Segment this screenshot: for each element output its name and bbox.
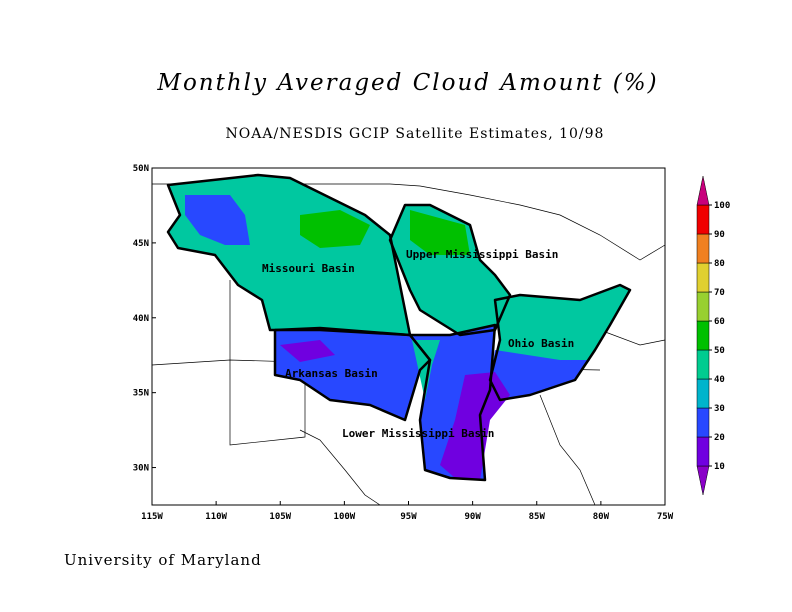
x-tick-label: 95W	[400, 512, 417, 522]
axis-ticks: 115W 110W 105W 100W 95W 90W 85W 80W 75W 30N 35N 40N…	[133, 164, 674, 522]
border-line	[229, 280, 306, 446]
colorbar-label: 80	[714, 259, 725, 269]
basin-label: Upper Mississippi Basin	[406, 248, 558, 261]
colorbar-segment	[696, 349, 710, 380]
y-tick-label: 45N	[133, 239, 149, 249]
colorbar-label: 40	[714, 375, 725, 385]
basin-outline	[408, 323, 497, 482]
subtitle: NOAA/NESDIS GCIP Satellite Estimates, 10…	[226, 126, 605, 142]
colorbar-segment	[696, 233, 710, 264]
x-tick-label: 75W	[657, 512, 674, 522]
basin-field	[280, 340, 335, 362]
colorbar-segment	[696, 436, 710, 467]
basin-outline	[273, 326, 432, 422]
basin-field	[185, 195, 250, 245]
y-tick-label: 30N	[133, 464, 149, 474]
colorbar-segment	[696, 291, 710, 322]
x-tick-label: 110W	[205, 512, 227, 522]
basin-outline	[166, 173, 412, 337]
basin-label: Lower Mississippi Basin	[342, 427, 494, 440]
x-tick-label: 105W	[269, 512, 291, 522]
basin-field	[440, 372, 510, 480]
title: Monthly Averaged Cloud Amount (%)	[156, 70, 658, 96]
basin-field	[490, 350, 590, 400]
basin-field	[300, 210, 370, 248]
border-line	[419, 185, 666, 261]
colorbar-label: 70	[714, 288, 725, 298]
map: Missouri Basin Upper Mississippi Basin O…	[151, 167, 666, 506]
y-tick-label: 35N	[133, 389, 149, 399]
colorbar-label: 20	[714, 433, 725, 443]
basin-label: Missouri Basin	[262, 262, 355, 275]
footer: University of Maryland	[64, 551, 262, 569]
x-tick-label: 100W	[334, 512, 356, 522]
basin-field	[410, 210, 470, 255]
y-tick-label: 40N	[133, 314, 149, 324]
colorbar-segment	[696, 407, 710, 438]
cloud-field	[168, 175, 630, 480]
colorbar: 10 20 30 40 50 60 70 80 90 100	[696, 175, 730, 496]
basin-outline	[388, 203, 512, 337]
colorbar-label: 90	[714, 230, 725, 240]
colorbar-label: 10	[714, 462, 725, 472]
basin-label: Arkansas Basin	[285, 367, 378, 380]
x-tick-label: 90W	[464, 512, 481, 522]
colorbar-cap	[696, 175, 710, 206]
colorbar-label: 60	[714, 317, 725, 327]
basin-outlines	[166, 173, 632, 482]
colorbar-segment	[696, 262, 710, 293]
border-line	[539, 394, 596, 506]
colorbar-label: 100	[714, 201, 730, 211]
x-tick-label: 80W	[593, 512, 610, 522]
x-tick-label: 115W	[141, 512, 163, 522]
x-tick-label: 85W	[529, 512, 546, 522]
border-line	[599, 329, 666, 346]
border-line	[299, 429, 381, 506]
basin-field	[412, 340, 440, 400]
colorbar-segment	[696, 378, 710, 409]
colorbar-label: 30	[714, 404, 725, 414]
colorbar-label: 50	[714, 346, 725, 356]
colorbar-segment	[696, 320, 710, 351]
y-tick-label: 50N	[133, 164, 149, 174]
colorbar-cap	[696, 465, 710, 496]
colorbar-segment	[696, 204, 710, 235]
basin-label: Ohio Basin	[508, 337, 574, 350]
